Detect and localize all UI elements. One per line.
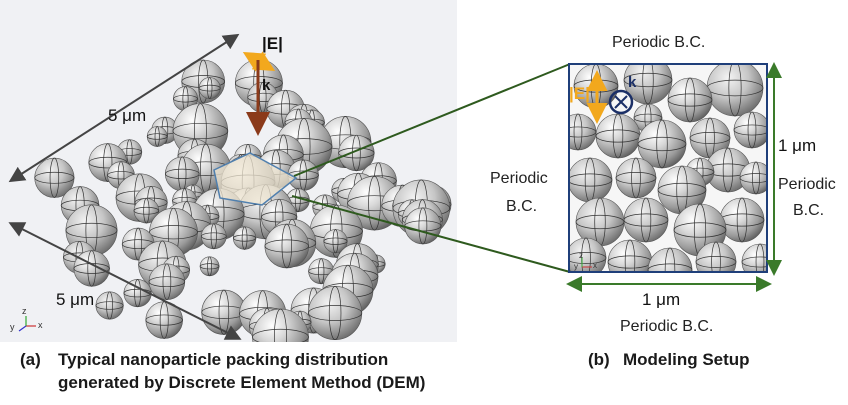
bc-label-right-2: B.C. <box>793 202 825 219</box>
nanoparticle-sphere <box>287 159 319 191</box>
unit-cell-sphere <box>595 113 641 159</box>
dimension-arrow-bottom <box>8 222 242 340</box>
unit-cell-sphere <box>695 241 737 272</box>
caption-b-tag: (b) <box>588 350 610 369</box>
nanoparticle-sphere <box>404 207 442 245</box>
zoom-line-top <box>293 63 571 177</box>
dimension-arrow-top <box>8 33 240 183</box>
unit-cell-sphere <box>667 77 713 123</box>
axis-x-label-b: x <box>593 261 597 270</box>
axis-x-label-a: x <box>38 320 43 330</box>
dimension-label-top: 5 μm <box>108 106 147 125</box>
axis-y-label-a: y <box>10 322 15 332</box>
wave-vector-label-b: k <box>628 74 637 91</box>
axis-z-label-b: z <box>579 251 583 260</box>
e-field-label-a: |E| <box>262 34 283 53</box>
caption-a-tag: (a) <box>20 350 41 369</box>
dimension-label-width: 1 μm <box>642 290 681 309</box>
unit-cell-sphere <box>615 157 657 199</box>
dimension-label-right: 1 μm <box>778 136 817 155</box>
bc-label-bottom: Periodic B.C. <box>620 318 714 335</box>
k-direction-circle <box>608 89 634 115</box>
axis-z-label-a: z <box>22 306 27 316</box>
nanoparticle-sphere <box>146 126 168 147</box>
unit-cell-sphere <box>733 111 767 149</box>
axis-triad-a <box>18 316 36 332</box>
bc-label-left-2: B.C. <box>506 198 538 215</box>
e-field-label-b: |E| <box>569 84 590 103</box>
bc-label-left-1: Periodic <box>490 170 548 187</box>
axis-y-label-b: y <box>574 262 578 271</box>
unit-cell-sphere <box>607 239 653 272</box>
unit-cell-sphere <box>569 237 607 272</box>
nanoparticle-sphere <box>323 229 348 254</box>
unit-cell-sphere <box>623 197 669 243</box>
nanoparticle-sphere <box>232 226 257 250</box>
unit-cell-sphere <box>739 161 767 195</box>
unit-cell-sphere <box>657 165 707 215</box>
dimension-label-bottom: 5 μm <box>56 290 95 309</box>
caption-a-line1: Typical nanoparticle packing distributio… <box>58 350 389 369</box>
unit-cell-sphere <box>569 113 597 151</box>
nanoparticle-sphere <box>198 77 221 100</box>
zoom-line-bottom <box>291 195 571 273</box>
wave-vector-label-a: k <box>262 77 271 94</box>
unit-cell-particles <box>569 64 767 272</box>
nanoparticle-sphere <box>264 223 310 269</box>
unit-cell-sphere <box>706 64 764 117</box>
unit-cell-sphere <box>569 157 613 203</box>
k-cross-2 <box>614 95 628 109</box>
unit-cell-sphere <box>647 247 693 272</box>
nanoparticle-sphere <box>73 250 110 287</box>
bc-label-right-1: Periodic <box>778 176 836 193</box>
unit-cell-sphere <box>637 119 687 169</box>
unit-cell-sphere <box>719 197 765 243</box>
nanoparticle-sphere <box>308 285 363 341</box>
caption-b-text: Modeling Setup <box>623 350 750 369</box>
nanoparticle-sphere <box>199 256 220 277</box>
nanoparticle-packing <box>34 59 452 342</box>
unit-cell-sphere <box>705 147 751 193</box>
axis-triad-b <box>581 257 592 268</box>
unit-cell-sphere <box>741 243 767 272</box>
nanoparticle-sphere <box>95 291 124 320</box>
nanoparticle-sphere <box>200 223 227 250</box>
bc-label-top: Periodic B.C. <box>612 34 706 51</box>
nanoparticle-sphere <box>252 308 309 342</box>
nanoparticle-sphere <box>148 263 186 300</box>
caption-a-line2: generated by Discrete Element Method (DE… <box>58 373 426 392</box>
